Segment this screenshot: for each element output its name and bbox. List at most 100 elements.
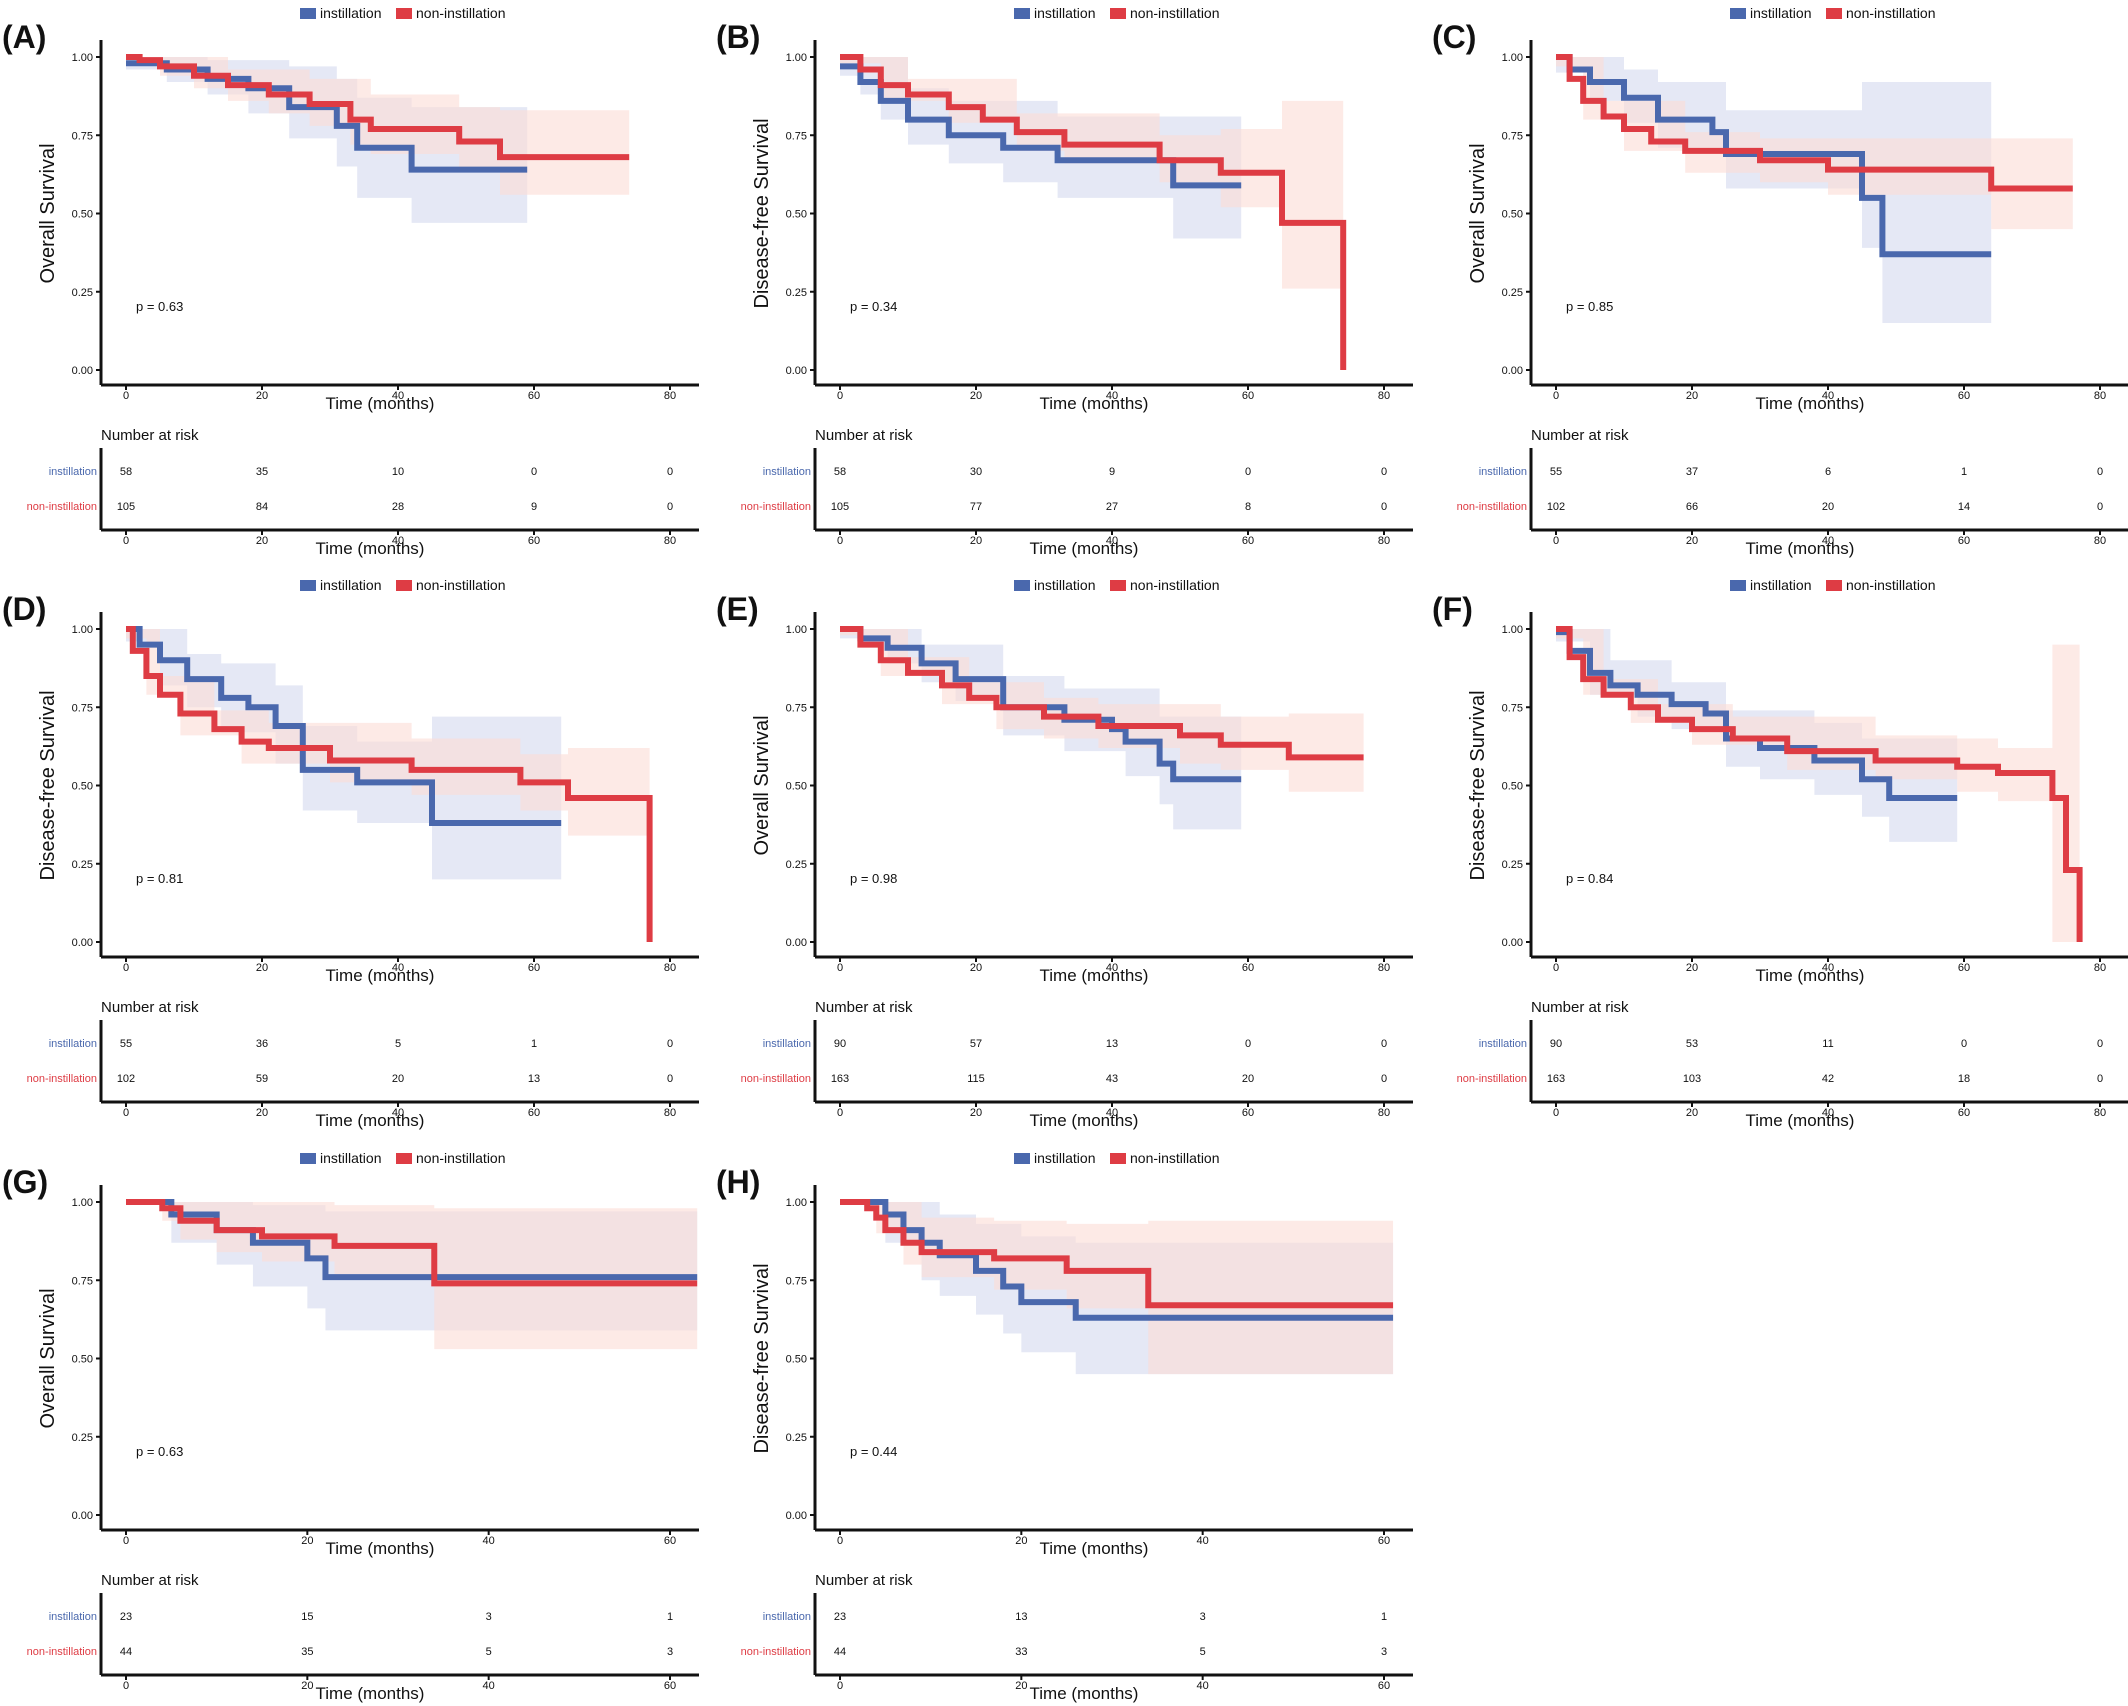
- risk-x-tick-label: 60: [1378, 1680, 1390, 1692]
- risk-x-tick-label: 0: [837, 1680, 843, 1692]
- risk-value: 44: [120, 1646, 132, 1658]
- km-panel-a: (A) instillation non-instillation Overall S…: [2, 5, 699, 558]
- x-axis-title: Time (months): [326, 1539, 435, 1558]
- risk-value: 37: [1686, 466, 1698, 478]
- legend-label-instillation: instillation: [1750, 577, 1811, 593]
- x-tick-label: 0: [837, 1535, 843, 1547]
- x-tick-label: 20: [1686, 390, 1698, 402]
- legend-label-non-instillation: non-instillation: [1130, 577, 1220, 593]
- risk-x-axis-title: Time (months): [1746, 539, 1855, 558]
- risk-row-label-instillation: instillation: [763, 1038, 811, 1050]
- ci-band-non-instillation: [1556, 57, 2073, 230]
- risk-table-title: Number at risk: [1531, 999, 1629, 1016]
- y-tick-label: 0.75: [72, 1275, 93, 1287]
- legend-label-instillation: instillation: [320, 5, 381, 21]
- risk-value: 1: [531, 1038, 537, 1050]
- legend-label-non-instillation: non-instillation: [1130, 1150, 1220, 1166]
- x-tick-label: 0: [123, 962, 129, 974]
- p-value: p = 0.63: [136, 1444, 183, 1459]
- risk-x-tick-label: 0: [123, 1107, 129, 1119]
- risk-value: 58: [120, 466, 132, 478]
- risk-x-tick-label: 20: [301, 1680, 313, 1692]
- legend-swatch-instillation: [300, 1153, 316, 1164]
- risk-value: 77: [970, 501, 982, 513]
- x-tick-label: 80: [1378, 962, 1390, 974]
- risk-value: 13: [528, 1073, 540, 1085]
- risk-x-tick-label: 20: [1686, 1107, 1698, 1119]
- risk-row-label-non-instillation: non-instillation: [741, 1073, 811, 1085]
- risk-value: 43: [1106, 1073, 1118, 1085]
- x-tick-label: 20: [1015, 1535, 1027, 1547]
- survival-curve-non-instillation: [1556, 626, 2083, 942]
- risk-value: 3: [1381, 1646, 1387, 1658]
- survival-curve-non-instillation: [126, 54, 630, 161]
- risk-value: 5: [395, 1038, 401, 1050]
- survival-curve-instillation: [1556, 629, 1958, 802]
- risk-value: 5: [486, 1646, 492, 1658]
- risk-x-tick-label: 20: [256, 535, 268, 547]
- km-panel-d: (D) instillation non-instillation Disease-f…: [2, 577, 699, 1130]
- risk-x-axis-title: Time (months): [1030, 1684, 1139, 1703]
- risk-x-tick-label: 40: [1106, 1107, 1118, 1119]
- risk-row-label-instillation: instillation: [1479, 1038, 1527, 1050]
- y-tick-label: 1.00: [72, 52, 93, 64]
- y-tick-label: 0.75: [786, 130, 807, 142]
- risk-value: 30: [970, 466, 982, 478]
- ci-band-non-instillation: [840, 57, 1344, 289]
- p-value: p = 0.63: [136, 299, 183, 314]
- survival-curve-instillation: [126, 60, 528, 173]
- risk-x-tick-label: 60: [664, 1680, 676, 1692]
- y-tick-label: 0.50: [1502, 781, 1523, 793]
- y-axis-title: Disease-free Survival: [37, 690, 59, 880]
- risk-row-label-non-instillation: non-instillation: [1457, 501, 1527, 513]
- risk-x-axis-title: Time (months): [316, 539, 425, 558]
- y-tick-label: 0.25: [786, 1432, 807, 1444]
- risk-x-tick-label: 40: [392, 535, 404, 547]
- risk-value: 0: [1245, 466, 1251, 478]
- legend-label-non-instillation: non-instillation: [416, 577, 506, 593]
- x-tick-label: 60: [1378, 1535, 1390, 1547]
- risk-value: 102: [1547, 501, 1565, 513]
- x-tick-label: 40: [483, 1535, 495, 1547]
- y-tick-label: 0.25: [786, 287, 807, 299]
- y-tick-label: 0.25: [1502, 859, 1523, 871]
- x-tick-label: 40: [1197, 1535, 1209, 1547]
- x-axis-title: Time (months): [326, 394, 435, 413]
- y-tick-label: 0.50: [72, 781, 93, 793]
- risk-value: 84: [256, 501, 268, 513]
- risk-x-tick-label: 0: [123, 1680, 129, 1692]
- risk-value: 8: [1245, 501, 1251, 513]
- x-tick-label: 40: [1106, 390, 1118, 402]
- risk-value: 3: [486, 1611, 492, 1623]
- legend: instillation non-instillation: [1730, 577, 1936, 593]
- panel-label: (B): [716, 19, 760, 55]
- risk-value: 14: [1958, 501, 1970, 513]
- risk-value: 13: [1106, 1038, 1118, 1050]
- km-panel-g: (G) instillation non-instillation Overall S…: [2, 1150, 699, 1703]
- y-tick-label: 0.25: [72, 859, 93, 871]
- risk-x-tick-label: 40: [1197, 1680, 1209, 1692]
- x-tick-label: 40: [1106, 962, 1118, 974]
- risk-value: 1: [667, 1611, 673, 1623]
- y-tick-label: 0.25: [72, 287, 93, 299]
- risk-value: 3: [667, 1646, 673, 1658]
- risk-x-tick-label: 40: [1822, 1107, 1834, 1119]
- legend-label-non-instillation: non-instillation: [1846, 5, 1936, 21]
- legend-label-non-instillation: non-instillation: [416, 5, 506, 21]
- risk-row-label-instillation: instillation: [49, 466, 97, 478]
- x-tick-label: 0: [123, 1535, 129, 1547]
- x-tick-label: 80: [1378, 390, 1390, 402]
- risk-row-label-instillation: instillation: [1479, 466, 1527, 478]
- risk-x-tick-label: 20: [970, 535, 982, 547]
- x-tick-label: 60: [664, 1535, 676, 1547]
- y-axis-title: Overall Survival: [751, 715, 773, 855]
- x-tick-label: 20: [970, 390, 982, 402]
- risk-x-tick-label: 60: [528, 1107, 540, 1119]
- legend-swatch-instillation: [1730, 8, 1746, 19]
- y-tick-label: 0.00: [786, 365, 807, 377]
- y-tick-label: 1.00: [72, 624, 93, 636]
- y-axis-title: Overall Survival: [37, 143, 59, 283]
- legend-swatch-non-instillation: [396, 580, 412, 591]
- legend-swatch-non-instillation: [1110, 580, 1126, 591]
